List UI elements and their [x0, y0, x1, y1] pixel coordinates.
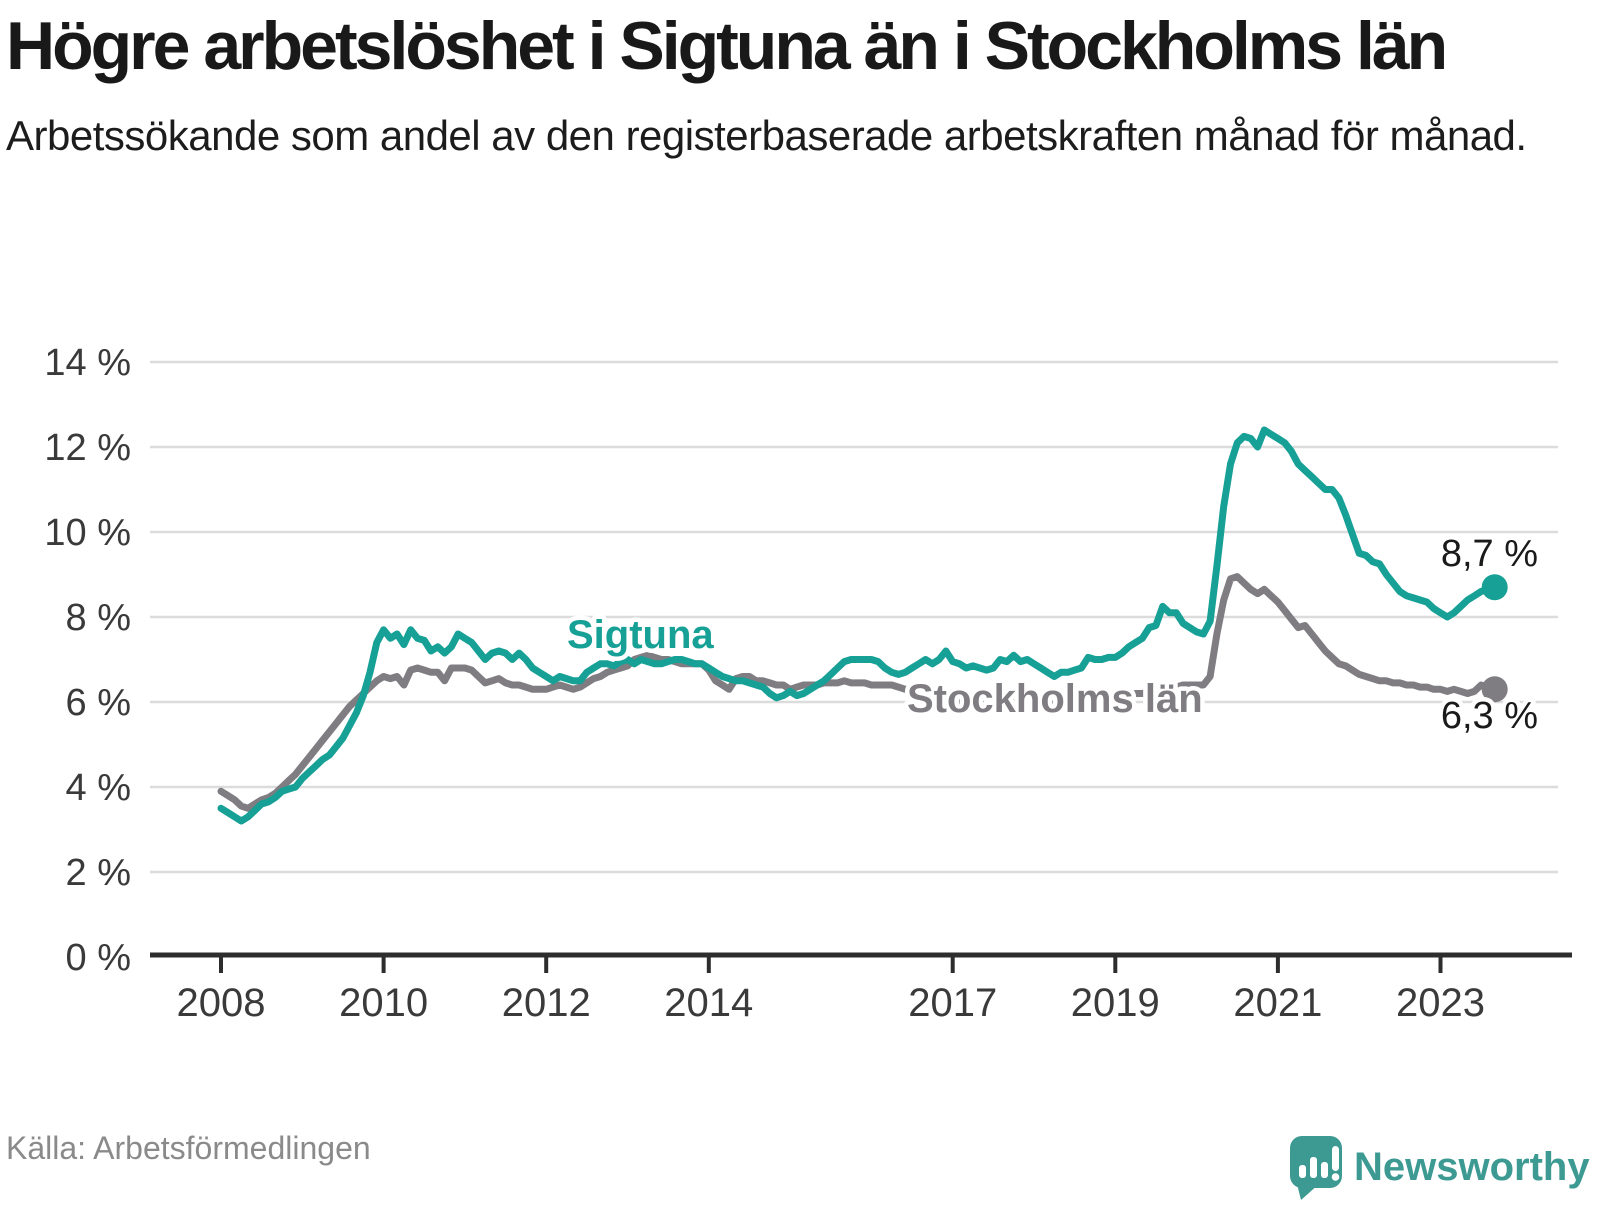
series-line-sigtuna [217, 426, 1499, 825]
x-tick-label: 2021 [1233, 981, 1322, 1025]
series-label-stockholms-lan: Stockholms län [907, 677, 1203, 721]
series-lines [217, 426, 1499, 825]
y-tick-label: 6 % [66, 682, 131, 724]
value-label-stockholms-lan: 6,3 % [1441, 695, 1538, 737]
value-label-sigtuna: 8,7 % [1441, 533, 1538, 575]
source-note: Källa: Arbetsförmedlingen [6, 1130, 371, 1166]
y-tick-label: 0 % [66, 937, 131, 979]
x-axis-ticks [219, 955, 1443, 973]
page-title: Högre arbetslöshet i Sigtuna än i Stockh… [6, 8, 1448, 84]
newsworthy-logo: Newsworthy [1290, 1136, 1590, 1200]
x-tick-label: 2014 [664, 981, 753, 1025]
y-tick-label: 4 % [66, 767, 131, 809]
y-tick-label: 10 % [44, 512, 131, 554]
chart-header: Högre arbetslöshet i Sigtuna än i Stockh… [6, 8, 1582, 163]
x-axis-tick-labels: 2008 2010 2012 2014 2017 2019 2021 2023 [177, 981, 1485, 1025]
newsworthy-logo-text: Newsworthy [1354, 1145, 1590, 1189]
series-label-sigtuna: Sigtuna [567, 613, 714, 657]
series-end-dots [1481, 574, 1508, 703]
gridlines [150, 360, 1558, 874]
x-tick-label: 2023 [1396, 981, 1485, 1025]
x-tick-label: 2010 [339, 981, 428, 1025]
newsworthy-logo-icon [1290, 1136, 1342, 1200]
y-tick-label: 14 % [44, 342, 131, 384]
x-tick-label: 2017 [908, 981, 997, 1025]
y-tick-label: 12 % [44, 427, 131, 469]
x-tick-label: 2012 [502, 981, 591, 1025]
y-tick-label: 8 % [66, 597, 131, 639]
series-line-stockholms-l-n [217, 573, 1499, 812]
end-dot-sigtuna [1481, 574, 1508, 601]
x-tick-label: 2008 [177, 981, 266, 1025]
y-axis-labels: 14 % 12 % 10 % 8 % 6 % 4 % 2 % 0 % [44, 342, 131, 979]
y-tick-label: 2 % [66, 852, 131, 894]
chart-subtitle: Arbetssökande som andel av den registerb… [6, 112, 1527, 160]
x-tick-label: 2019 [1071, 981, 1160, 1025]
end-dot-stockholms-l-n [1481, 676, 1508, 703]
